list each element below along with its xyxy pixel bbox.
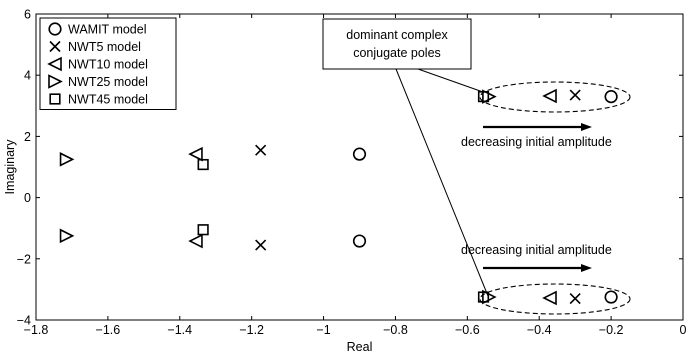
- legend-marker-triangle-left: [47, 56, 62, 72]
- x-axis-label: Real: [347, 340, 373, 354]
- legend-marker-triangle-right: [48, 74, 63, 89]
- y-axis-label: Imaginary: [3, 139, 17, 195]
- y-tick-label: 0: [24, 191, 31, 205]
- data-point-x: [255, 239, 267, 251]
- data-point-triangle-right: [59, 228, 75, 244]
- data-point-circle: [604, 90, 618, 104]
- upper-pole-ellipse: [479, 81, 631, 113]
- data-point-square: [197, 224, 209, 236]
- legend-marker-square: [49, 93, 61, 105]
- y-tick-label: −2: [17, 252, 31, 266]
- data-point-triangle-left: [188, 233, 203, 249]
- y-tick-label: 4: [24, 69, 31, 83]
- x-tick-label: −0.6: [455, 323, 480, 337]
- legend: WAMIT model NWT5 model NWT10 model NWT25 mo…: [39, 17, 177, 110]
- data-point-triangle-left: [188, 146, 203, 162]
- data-point-square: [197, 158, 209, 171]
- data-point-square: [477, 291, 490, 303]
- x-tick-label: 0: [680, 323, 686, 337]
- legend-entry: NWT5 model: [68, 40, 141, 54]
- legend-entry: NWT25 model: [68, 75, 148, 89]
- annotation-text-line2: conjugate poles: [353, 46, 441, 60]
- decreasing-amplitude-lower: decreasing initial amplitude: [461, 243, 612, 257]
- lower-pole-ellipse: [479, 283, 631, 315]
- legend-entry: NWT45 model: [68, 93, 148, 107]
- data-point-triangle-left: [542, 290, 557, 306]
- annotation-text-line1: dominant complex: [346, 28, 448, 42]
- data-point-circle: [352, 234, 367, 248]
- x-tick-label: −0.4: [527, 323, 552, 337]
- legend-marker-circle: [48, 22, 62, 36]
- x-tick-label: −1.2: [239, 323, 264, 337]
- x-tick-label: −1: [316, 323, 330, 337]
- annotation-box: [322, 18, 472, 70]
- y-tick-label: 2: [24, 130, 31, 144]
- axes: −1.8 −1.6 −1.4 −1.2 −1 −0.8 −0.6 −0.4 −0.2 0 −4 −2 0…: [3, 8, 686, 355]
- connector-lower: [395, 68, 489, 297]
- x-tick-label: −0.2: [599, 323, 624, 337]
- plot-frame: [35, 13, 684, 321]
- data-point-circle: [604, 290, 618, 304]
- arrow-lower-head: [581, 264, 592, 272]
- data-point-circle: [352, 147, 367, 161]
- y-tick-label: −4: [17, 314, 31, 328]
- x-tick-label: −1.8: [24, 323, 49, 337]
- annotations: dominant complex conjugate poles decreasin…: [322, 18, 631, 315]
- data-markers: [59, 88, 618, 306]
- data-point-x: [569, 89, 581, 101]
- x-tick-label: −1.6: [96, 323, 121, 337]
- data-point-x: [569, 293, 581, 305]
- x-tick-label: −1.4: [167, 323, 192, 337]
- decreasing-amplitude-upper: decreasing initial amplitude: [461, 135, 612, 149]
- data-point-triangle-right: [59, 152, 75, 167]
- legend-entry: NWT10 model: [68, 58, 148, 72]
- legend-entry: WAMIT model: [68, 23, 147, 37]
- data-point-triangle-left: [542, 88, 557, 104]
- data-point-x: [255, 144, 267, 156]
- legend-box: [39, 17, 177, 110]
- legend-marker-x: [49, 40, 61, 53]
- x-tick-label: −0.8: [383, 323, 408, 337]
- data-point-square: [477, 91, 490, 103]
- connector-upper: [417, 68, 484, 93]
- y-tick-label: 6: [24, 8, 31, 22]
- arrow-upper-head: [581, 123, 592, 131]
